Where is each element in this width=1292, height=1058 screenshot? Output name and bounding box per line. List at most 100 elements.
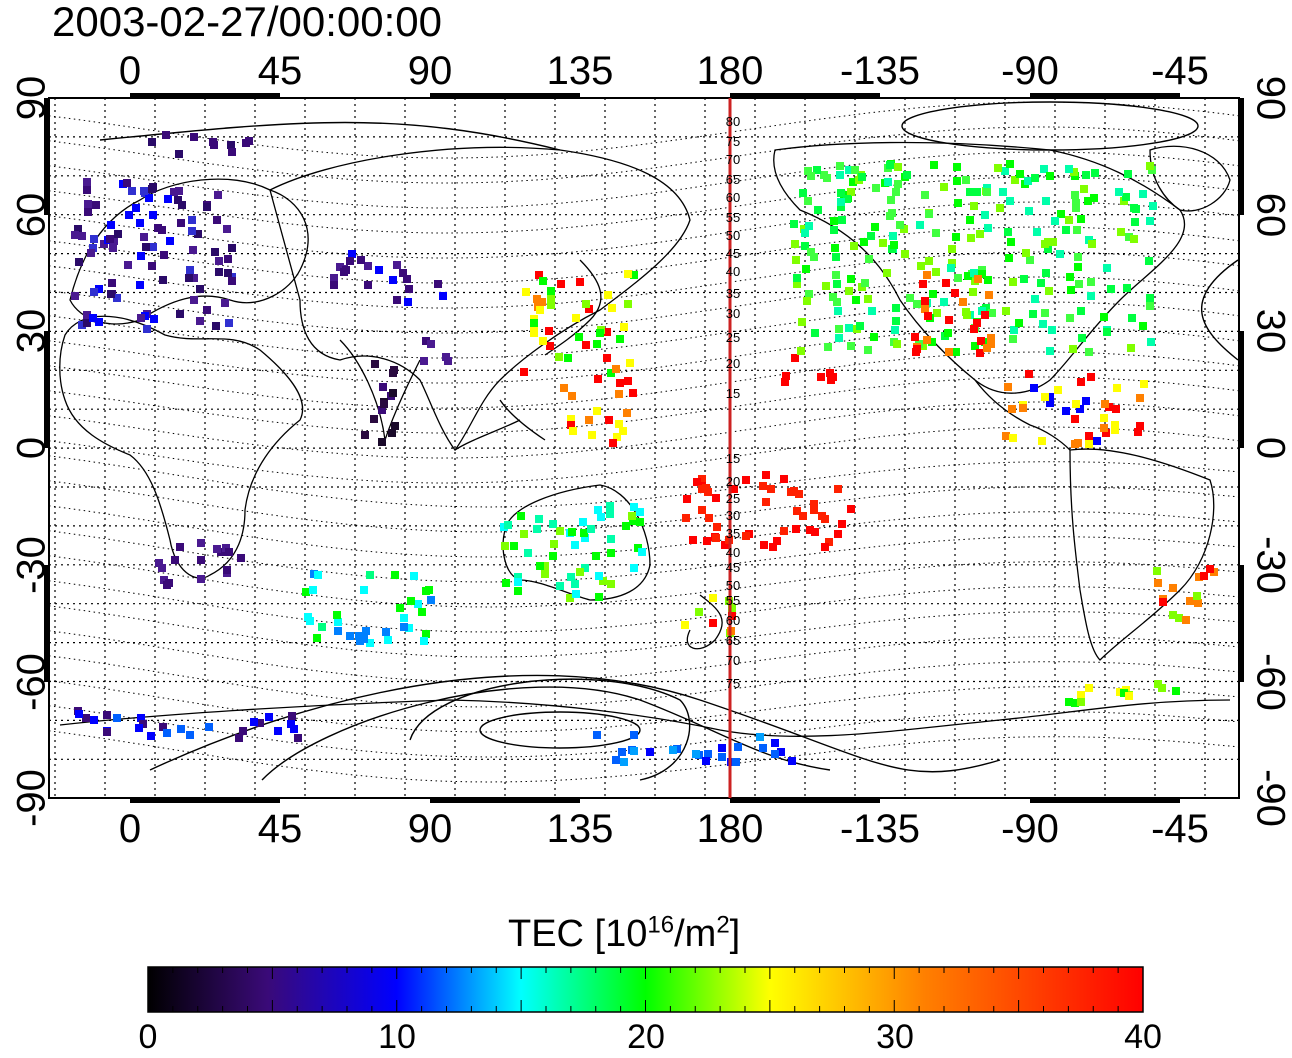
- tec-cell: [1033, 228, 1041, 236]
- tec-cell: [582, 300, 590, 308]
- lon-label-bottom: -90: [1001, 807, 1059, 851]
- tec-cell: [514, 578, 522, 586]
- tec-cell: [388, 429, 396, 437]
- tec-cell: [1130, 235, 1138, 243]
- tec-cell: [547, 294, 555, 302]
- meridian-label: 15: [726, 451, 740, 466]
- tec-cell: [636, 508, 644, 516]
- tec-cell: [1042, 269, 1050, 277]
- meridian-label: 80: [726, 114, 740, 129]
- tec-cell: [422, 587, 430, 595]
- tec-cell: [422, 337, 430, 345]
- tec-cell: [75, 258, 83, 266]
- tec-cell: [215, 257, 223, 265]
- tec-cell: [274, 727, 282, 735]
- tec-cell: [1071, 699, 1079, 707]
- tec-cell: [620, 323, 628, 331]
- meridian-label: 55: [726, 593, 740, 608]
- tec-cell: [630, 271, 638, 279]
- tec-cell: [535, 271, 543, 279]
- meridian-label: 50: [726, 578, 740, 593]
- meridian-label: 45: [726, 246, 740, 261]
- tec-cell: [1122, 193, 1130, 201]
- tec-cell: [682, 514, 690, 522]
- tec-cell: [959, 298, 967, 306]
- tec-cell: [1054, 386, 1062, 394]
- tec-cell: [547, 287, 555, 295]
- tec-cell: [623, 409, 631, 417]
- tec-cell: [188, 227, 196, 235]
- tec-cell: [1111, 426, 1119, 434]
- tec-cell: [913, 300, 921, 308]
- tec-cell: [693, 478, 701, 486]
- tec-cell: [1071, 191, 1079, 199]
- tec-cell: [1103, 328, 1111, 336]
- tec-cell: [196, 317, 204, 325]
- lat-label-left: 90: [10, 76, 54, 121]
- tec-cell: [966, 188, 974, 196]
- lat-label-left: 0: [10, 437, 54, 459]
- tec-cell: [356, 637, 364, 645]
- tec-cell: [75, 710, 83, 718]
- tec-cell: [178, 201, 186, 209]
- tec-cell: [92, 201, 100, 209]
- tec-cell: [114, 230, 122, 238]
- tec-cell: [942, 279, 950, 287]
- tec-cell: [603, 328, 611, 336]
- tec-cell: [606, 510, 614, 518]
- tec-cell: [1077, 691, 1085, 699]
- colorbar-title-prefix: TEC [10: [508, 913, 648, 955]
- tec-cell: [366, 639, 374, 647]
- graticule: [49, 98, 1239, 798]
- tec-cell: [581, 564, 589, 572]
- tec-cell: [313, 634, 321, 642]
- tec-cell: [852, 296, 860, 304]
- tec-cell: [203, 306, 211, 314]
- tec-cell: [502, 579, 510, 587]
- tec-cell: [378, 406, 386, 414]
- tec-cell: [1072, 204, 1080, 212]
- tec-cell: [390, 366, 398, 374]
- tec-cell: [788, 757, 796, 765]
- tec-cell: [1193, 592, 1201, 600]
- tec-cell: [1146, 162, 1154, 170]
- tec-cell: [952, 233, 960, 241]
- tec-cell: [807, 248, 815, 256]
- tec-cell: [1139, 190, 1147, 198]
- tec-cell: [1115, 188, 1123, 196]
- tec-cell: [391, 422, 399, 430]
- tec-cell: [162, 131, 170, 139]
- tec-cell: [124, 261, 132, 269]
- tec-cell: [361, 431, 369, 439]
- tec-cell: [1056, 250, 1064, 258]
- tec-cell: [1067, 286, 1075, 294]
- tec-cell: [802, 265, 810, 273]
- lon-label-top: 90: [408, 49, 453, 93]
- tec-cell: [834, 530, 842, 538]
- tec-cell: [89, 244, 97, 252]
- new-zealand-outline: [686, 594, 723, 650]
- tec-cell: [962, 176, 970, 184]
- tec-cell: [1076, 405, 1084, 413]
- tec-cell: [797, 347, 805, 355]
- tec-cell: [197, 556, 205, 564]
- tec-cell: [1001, 167, 1009, 175]
- tec-cell: [389, 276, 397, 284]
- lat-label-left: 30: [10, 309, 54, 354]
- tec-cell: [871, 223, 879, 231]
- tec-cell: [798, 318, 806, 326]
- tec-cell: [1195, 573, 1203, 581]
- tec-cell: [769, 543, 777, 551]
- south-america-outline: [1069, 448, 1215, 661]
- tec-cell: [1046, 347, 1054, 355]
- tec-cell: [572, 590, 580, 598]
- tec-cell: [1040, 165, 1048, 173]
- meridian-label: 20: [726, 356, 740, 371]
- tec-cell: [103, 728, 111, 736]
- tec-cell: [205, 723, 213, 731]
- tec-cell: [405, 285, 413, 293]
- tec-cell: [861, 279, 869, 287]
- tec-cell: [197, 575, 205, 583]
- tec-cell: [887, 196, 895, 204]
- tec-cell: [132, 204, 140, 212]
